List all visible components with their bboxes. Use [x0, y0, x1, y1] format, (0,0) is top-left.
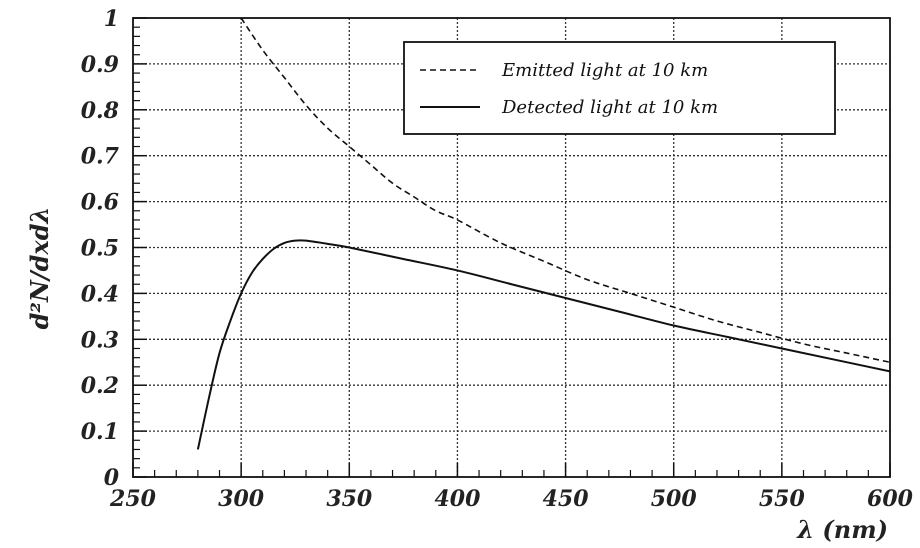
y-tick-label: 0.1	[81, 419, 119, 445]
x-tick-label: 600	[867, 486, 914, 512]
x-tick-label: 500	[651, 486, 698, 512]
x-tick-label: 550	[759, 486, 806, 512]
y-tick-label: 0.2	[81, 373, 119, 399]
x-tick-label: 450	[543, 486, 590, 512]
series-layer	[196, 17, 891, 450]
x-tick-label: 350	[326, 486, 373, 512]
y-tick-label: 0.7	[81, 144, 120, 170]
y-tick-label: 0.9	[81, 52, 119, 78]
x-tick-label: 250	[109, 486, 157, 512]
y-axis-title: d²N/dxdλ	[25, 207, 54, 330]
y-tick-label: 0.5	[81, 236, 119, 262]
y-tick-label: 0.4	[81, 281, 119, 307]
x-tick-label: 300	[218, 486, 265, 512]
y-tick-label: 0.6	[81, 190, 119, 216]
y-tick-label: 0	[104, 465, 120, 491]
series-emitted-line	[240, 17, 891, 364]
x-tick-label: 400	[434, 486, 481, 512]
y-tick-label: 1	[104, 6, 119, 32]
labels-layer: 250 300 350 400 450 500 550 600 0 0.1 0.2 0.3 0.4 0.5…	[81, 6, 914, 512]
x-axis-title: λ (nm)	[796, 515, 888, 544]
legend-label-emitted: Emitted light at 10 km	[501, 60, 708, 81]
legend-label-detected: Detected light at 10 km	[501, 97, 718, 118]
legend-box	[403, 41, 836, 135]
y-tick-label: 0.3	[81, 327, 119, 353]
ticks-layer	[132, 17, 891, 478]
y-tick-label: 0.8	[81, 98, 119, 124]
legend: Emitted light at 10 km Detected light at…	[403, 41, 836, 135]
series-detected-line	[196, 239, 891, 450]
